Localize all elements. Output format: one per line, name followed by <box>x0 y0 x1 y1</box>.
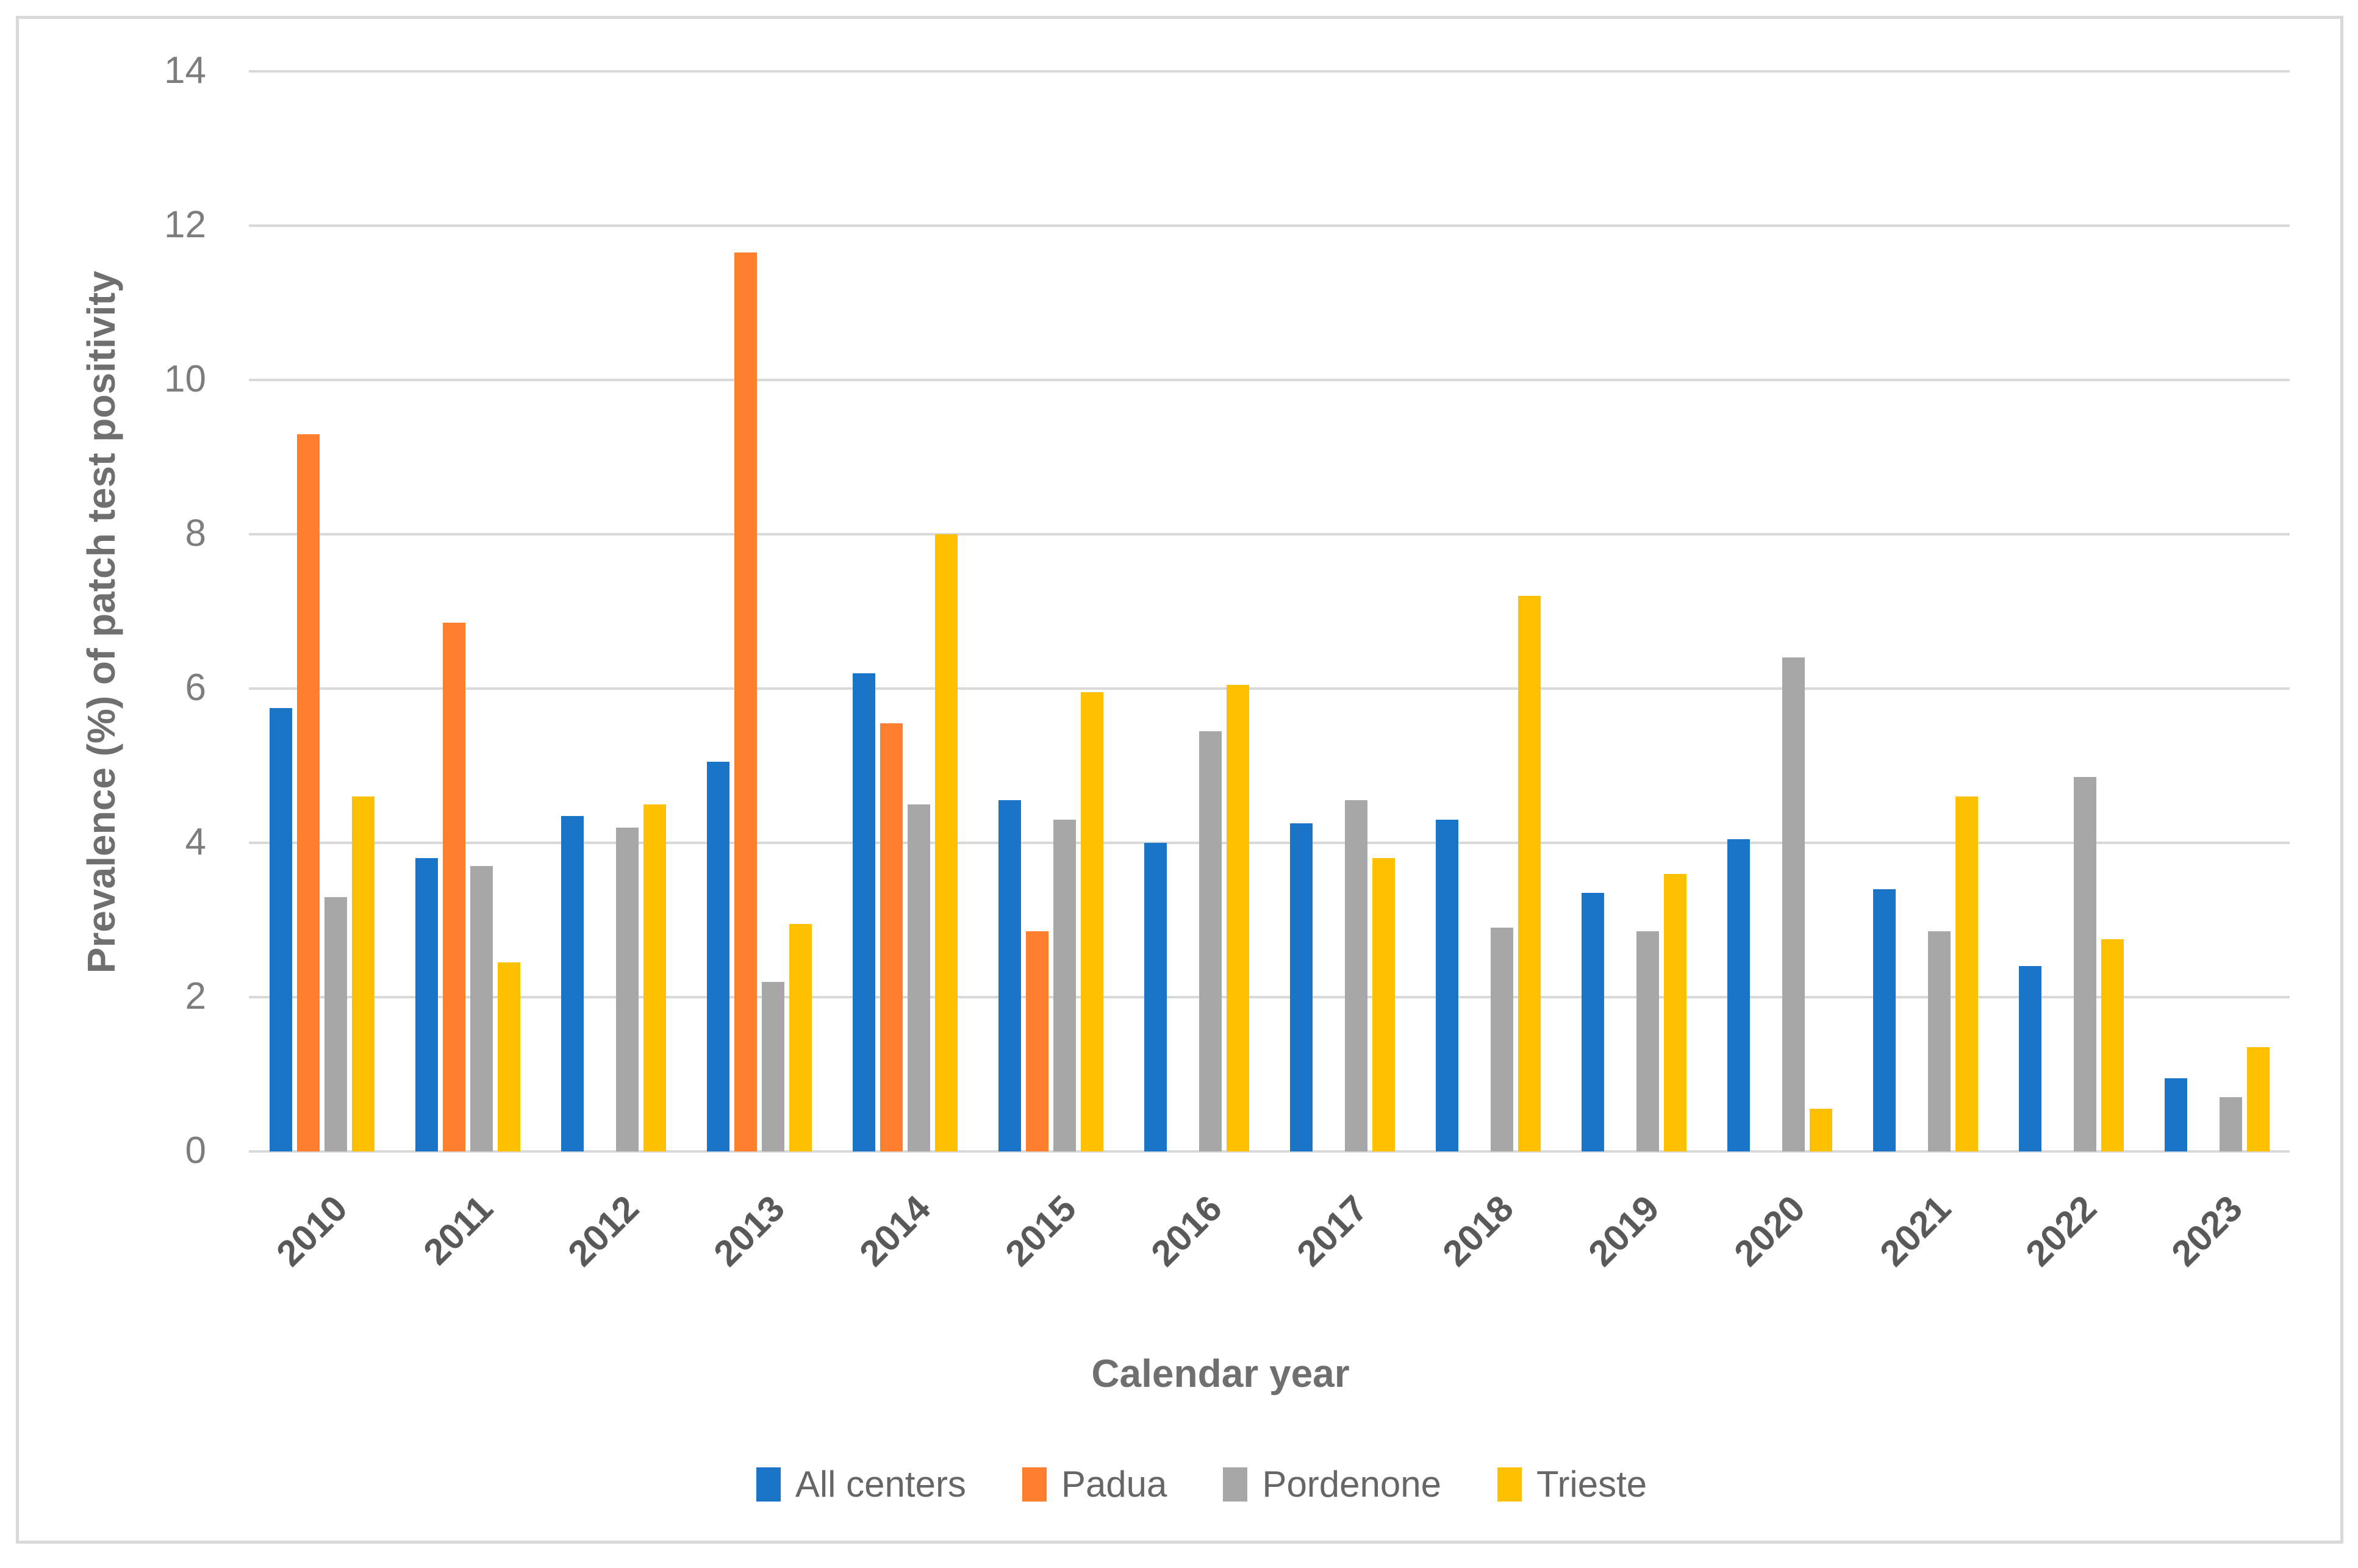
gridline-0 <box>249 1150 2290 1153</box>
bar-pordenone-2019 <box>1636 931 1659 1151</box>
bar-group-2017 <box>1269 71 1415 1151</box>
gridline-8 <box>249 533 2290 535</box>
bar-trieste-2023 <box>2246 1047 2270 1151</box>
legend-label-pordenone: Pordenone <box>1262 1464 1442 1505</box>
bar-group-2018 <box>1415 71 1561 1151</box>
legend-item-padua: Padua <box>1022 1466 1167 1503</box>
bar-trieste-2018 <box>1518 596 1541 1151</box>
legend-label-trieste: Trieste <box>1536 1464 1647 1505</box>
bar-pordenone-2023 <box>2219 1097 2242 1151</box>
bar-pordenone-2017 <box>1344 800 1367 1151</box>
legend: All centers Padua Pordenone Trieste <box>0 1466 2358 1503</box>
bar-trieste-2021 <box>1955 797 1978 1151</box>
bar-padua-2011 <box>442 623 465 1151</box>
bar-group-2021 <box>1852 71 1998 1151</box>
bar-padua-2013 <box>734 252 757 1151</box>
bar-padua-2015 <box>1025 931 1048 1151</box>
bar-group-2023 <box>2144 71 2290 1151</box>
bar-group-2010 <box>249 71 395 1151</box>
y-tick-label-10: 10 <box>164 357 206 400</box>
chart-frame <box>16 16 2343 1544</box>
bar-trieste-2014 <box>934 534 958 1151</box>
legend-item-pordenone: Pordenone <box>1223 1466 1441 1503</box>
bar-trieste-2011 <box>497 962 520 1151</box>
bar-pordenone-2018 <box>1490 928 1513 1151</box>
bar-all-centers-2016 <box>1144 843 1167 1151</box>
y-axis-tick-labels: 0 2 4 6 8 10 12 14 <box>0 51 206 1169</box>
bar-pordenone-2014 <box>907 804 930 1151</box>
legend-label-padua: Padua <box>1061 1464 1167 1505</box>
y-tick-label-8: 8 <box>185 512 206 554</box>
bar-trieste-2019 <box>1663 873 1686 1151</box>
bar-group-2019 <box>1561 71 1707 1151</box>
y-tick-label-0: 0 <box>185 1129 206 1172</box>
legend-item-trieste: Trieste <box>1497 1466 1647 1503</box>
legend-marker-trieste <box>1497 1467 1522 1502</box>
bar-all-centers-2010 <box>269 707 292 1151</box>
bar-all-centers-2022 <box>2018 966 2041 1151</box>
legend-label-all-centers: All centers <box>795 1464 966 1505</box>
bar-all-centers-2012 <box>561 815 584 1151</box>
bar-trieste-2013 <box>789 923 812 1151</box>
gridline-2 <box>249 996 2290 998</box>
bar-pordenone-2015 <box>1053 820 1076 1151</box>
bar-pordenone-2022 <box>2073 777 2096 1151</box>
gridline-12 <box>249 224 2290 227</box>
y-tick-label-12: 12 <box>164 203 206 246</box>
bar-trieste-2010 <box>351 797 374 1151</box>
bar-trieste-2015 <box>1080 692 1103 1151</box>
y-tick-label-6: 6 <box>185 666 206 709</box>
gridline-14 <box>249 70 2290 73</box>
bar-group-2012 <box>540 71 686 1151</box>
bar-group-2022 <box>1998 71 2144 1151</box>
bar-all-centers-2017 <box>1289 823 1313 1151</box>
bar-group-2011 <box>395 71 540 1151</box>
y-tick-label-2: 2 <box>185 975 206 1017</box>
bar-all-centers-2020 <box>1727 839 1750 1151</box>
legend-marker-padua <box>1022 1467 1047 1502</box>
legend-item-all-centers: All centers <box>756 1466 966 1503</box>
y-tick-label-14: 14 <box>164 49 206 91</box>
bar-trieste-2016 <box>1226 684 1249 1151</box>
gridline-6 <box>249 687 2290 690</box>
legend-marker-all-centers <box>756 1467 781 1502</box>
bar-trieste-2022 <box>2101 939 2124 1151</box>
bar-group-2016 <box>1123 71 1269 1151</box>
bar-group-2013 <box>686 71 832 1151</box>
bar-all-centers-2019 <box>1581 893 1604 1151</box>
bar-group-2014 <box>832 71 978 1151</box>
bar-pordenone-2021 <box>1927 931 1951 1151</box>
legend-marker-pordenone <box>1223 1467 1248 1502</box>
bar-all-centers-2011 <box>415 858 438 1151</box>
bar-all-centers-2023 <box>2164 1078 2187 1151</box>
gridline-10 <box>249 378 2290 381</box>
gridline-4 <box>249 842 2290 844</box>
bar-all-centers-2013 <box>706 762 729 1151</box>
bar-padua-2010 <box>296 434 320 1151</box>
plot-area <box>249 70 2290 1153</box>
bar-group-2015 <box>978 71 1123 1151</box>
bar-pordenone-2011 <box>470 865 493 1151</box>
bar-trieste-2020 <box>1809 1109 1832 1151</box>
bar-trieste-2017 <box>1372 858 1395 1151</box>
bar-trieste-2012 <box>643 804 666 1151</box>
bar-pordenone-2013 <box>761 981 784 1151</box>
x-axis-title: Calendar year <box>1091 1351 1350 1395</box>
bar-pordenone-2020 <box>1782 657 1805 1151</box>
bar-padua-2014 <box>880 723 903 1151</box>
bar-pordenone-2016 <box>1199 731 1222 1151</box>
bar-all-centers-2018 <box>1435 820 1458 1151</box>
bar-group-2020 <box>1707 71 1852 1151</box>
bar-all-centers-2015 <box>998 800 1021 1151</box>
bar-all-centers-2014 <box>852 673 875 1151</box>
y-tick-label-4: 4 <box>185 820 206 863</box>
bar-all-centers-2021 <box>1872 889 1896 1151</box>
bar-pordenone-2010 <box>324 897 347 1151</box>
bar-pordenone-2012 <box>615 827 639 1151</box>
